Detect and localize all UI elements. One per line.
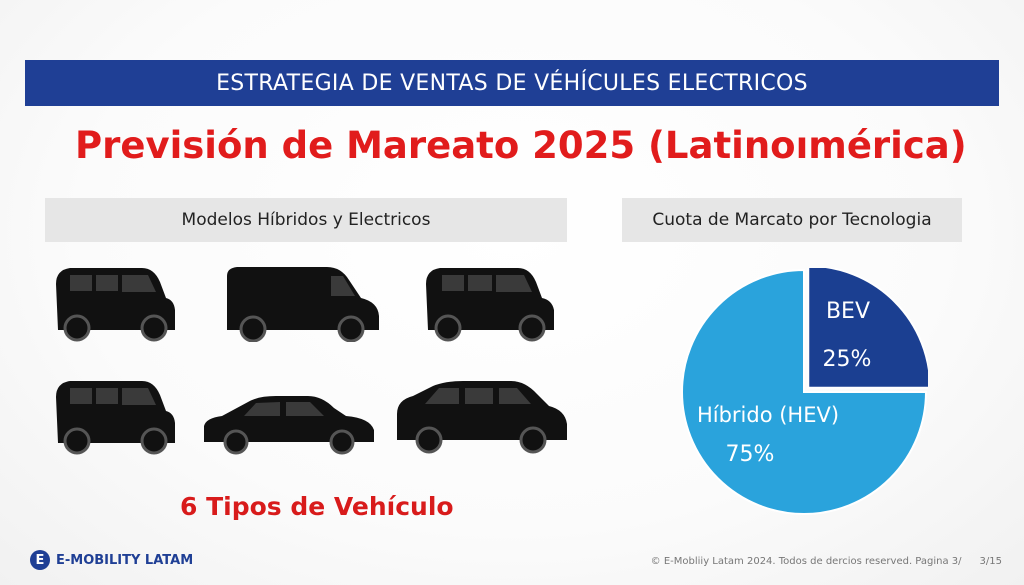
- minivan-icon: [426, 268, 554, 342]
- slide-headline: Previsión de Mareato 2025 (Latinoımérica…: [75, 124, 967, 167]
- pie-value-hev: 75%: [726, 442, 775, 467]
- brand-logo-icon: E: [30, 550, 50, 570]
- market-share-pie-chart: BEV 25% Híbrido (HEV) 75%: [681, 268, 928, 515]
- footer-info: © E-Mobliiy Latam 2024. Todos de dercios…: [651, 556, 1002, 567]
- cargo-van-icon: [227, 267, 379, 342]
- vehicle-models-title: Modelos Híbridos y Electricos: [181, 210, 431, 230]
- vehicle-types-caption: 6 Tipos de Vehículo: [180, 492, 454, 521]
- minivan-icon: [56, 381, 175, 455]
- vehicle-models-panel-title: Modelos Híbridos y Electricos: [45, 198, 567, 242]
- banner-title: ESTRATEGIA DE VENTAS DE VÉHÍCULES ELECTR…: [216, 70, 808, 96]
- pie-slice-hev: [681, 268, 928, 515]
- pie-value-bev: 25%: [823, 347, 872, 372]
- brand-name: E-MOBILITY LATAM: [56, 552, 194, 568]
- sedan-icon: [204, 396, 374, 455]
- footer-logo: E E-MOBILITY LATAM: [30, 550, 193, 570]
- pie-slice-bev: [807, 268, 928, 389]
- page-number: 3/15: [979, 556, 1002, 567]
- suv-icon: [397, 381, 567, 454]
- market-share-panel-title: Cuota de Marcato por Tecnologia: [622, 198, 962, 242]
- pie-label-hev: Híbrido (HEV): [697, 403, 839, 427]
- pie-label-bev: BEV: [826, 299, 870, 324]
- slide-banner: ESTRATEGIA DE VENTAS DE VÉHÍCULES ELECTR…: [25, 60, 999, 106]
- market-share-title: Cuota de Marcato por Tecnologia: [652, 210, 932, 230]
- copyright-text: © E-Mobliiy Latam 2024. Todos de dercios…: [650, 556, 962, 567]
- minivan-icon: [56, 268, 175, 342]
